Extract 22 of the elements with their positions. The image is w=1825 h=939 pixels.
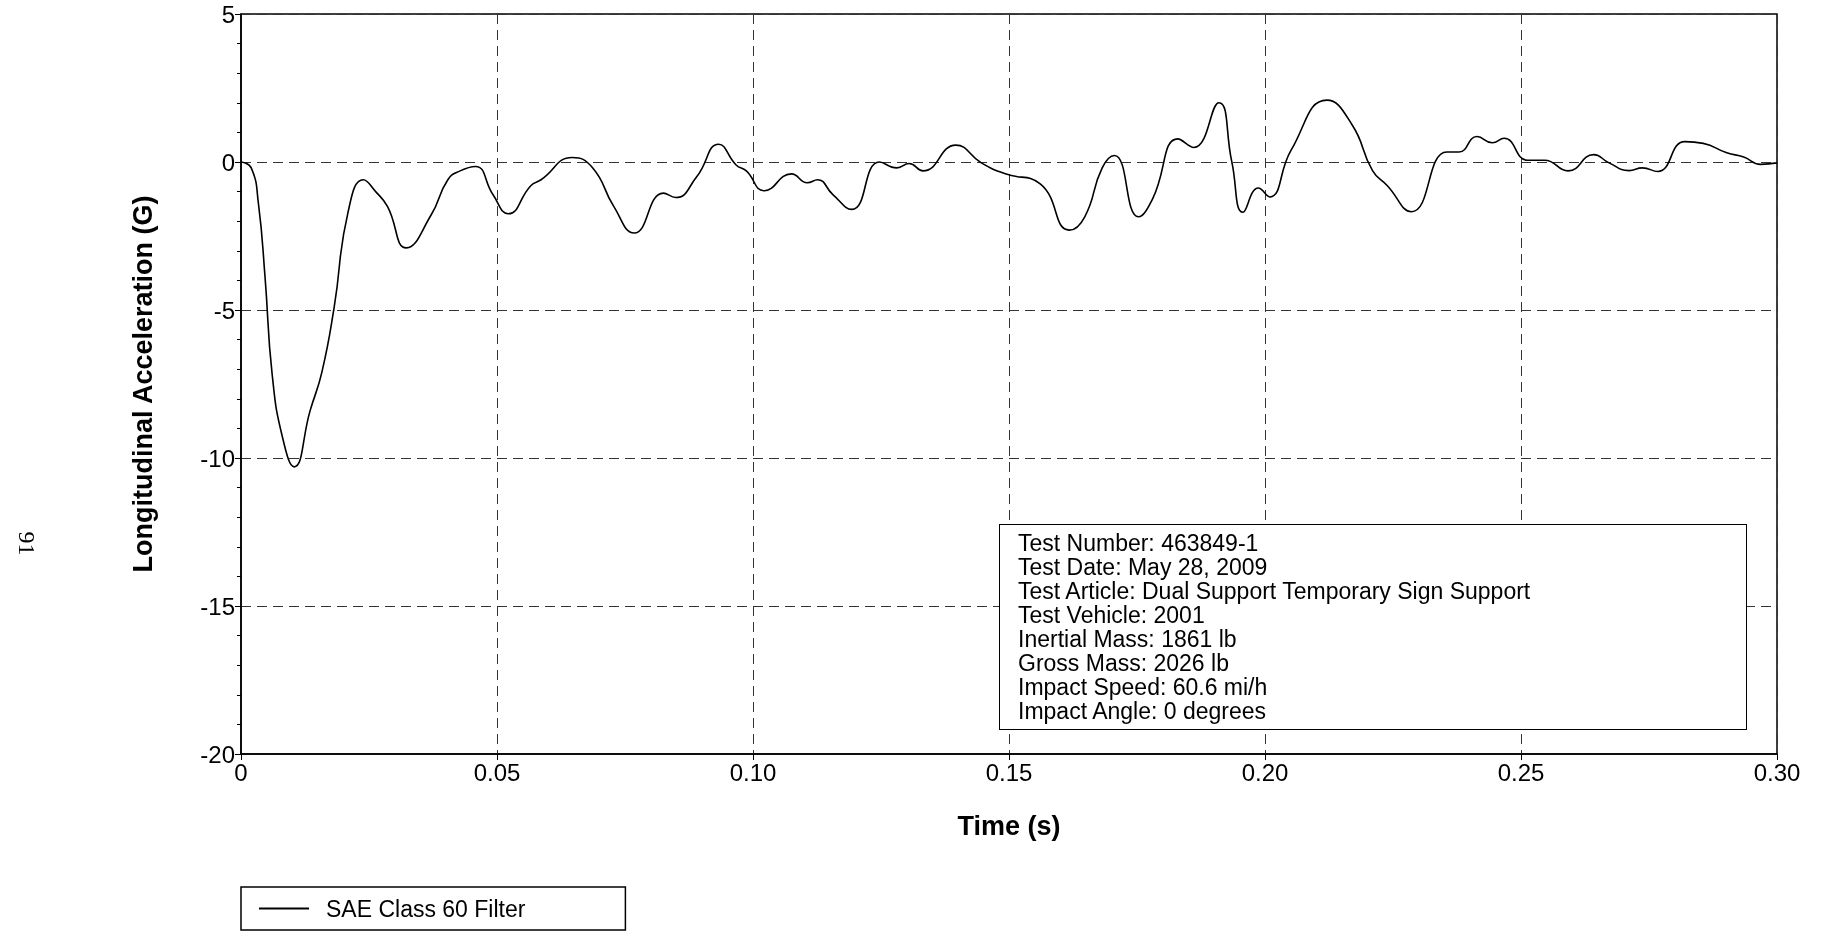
legend-label: SAE Class 60 Filter (326, 895, 526, 922)
x-tick-label: 0.25 (1497, 758, 1545, 786)
annotation: Test Date: May 28, 2009 (1018, 554, 1269, 580)
annotation: Gross Mass: 2026 lb (1018, 650, 1230, 676)
text: 91 (12, 531, 40, 556)
y-axis-title: Longitudinal Acceleration (G) (127, 195, 158, 573)
x-tick-label: 0.05 (473, 758, 521, 786)
y-tick-label: -20 (200, 740, 235, 768)
x-tick-label: 0.20 (1241, 758, 1289, 786)
x-axis-title: Time (s) (957, 810, 1061, 841)
annotation: Test Number: 463849-1 (1018, 530, 1260, 556)
y-tick-label: -5 (213, 296, 235, 324)
y-tick-label: -15 (200, 592, 235, 620)
annotation: Inertial Mass: 1861 lb (1018, 626, 1238, 652)
y-tick-label: 0 (221, 148, 235, 176)
y-tick-label: -10 (200, 444, 235, 472)
x-tick-label: 0.10 (729, 758, 777, 786)
x-tick-label: 0.30 (1753, 758, 1801, 786)
y-tick-label: 5 (221, 0, 235, 28)
x-tick-label: 0.15 (985, 758, 1033, 786)
annotation: Test Vehicle: 2001 (1018, 602, 1205, 628)
annotation: Impact Speed: 60.6 mi/h (1018, 674, 1269, 700)
